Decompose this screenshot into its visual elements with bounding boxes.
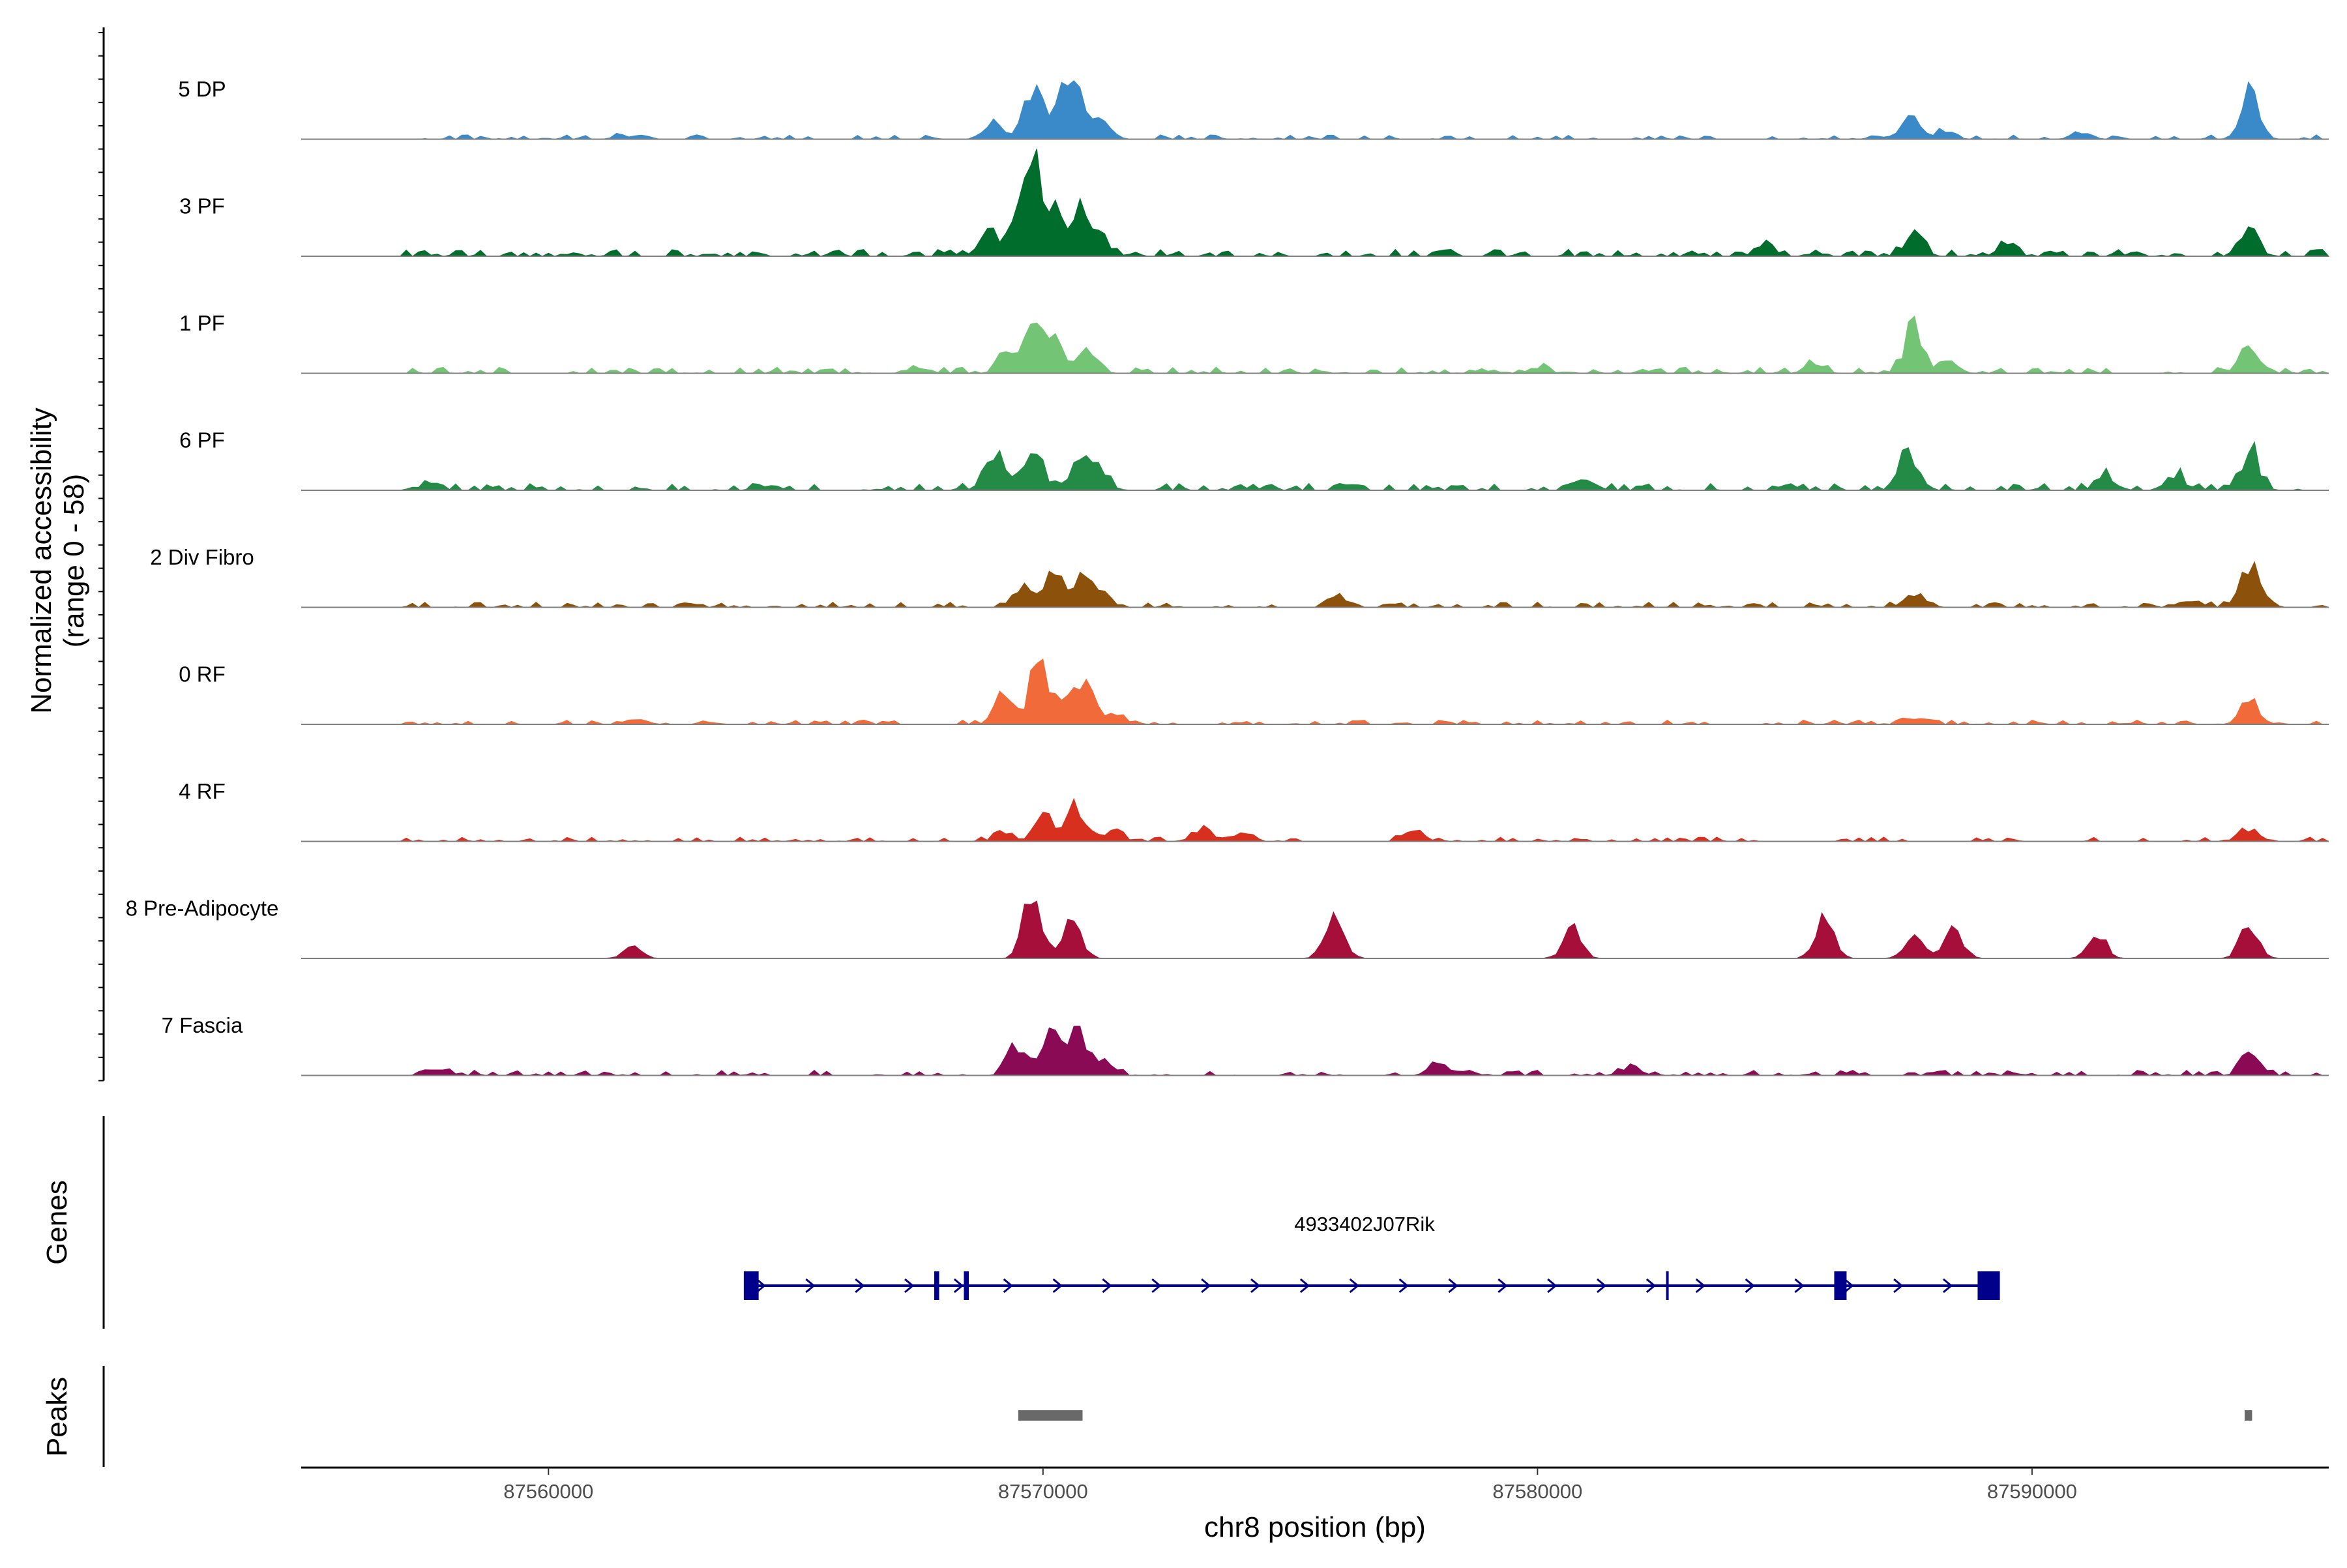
track-label: 2 Div Fibro — [150, 545, 254, 569]
track-label: 3 PF — [179, 194, 225, 218]
x-tick-label: 87590000 — [1987, 1480, 2077, 1503]
gene-name-label: 4933402J07Rik — [1294, 1213, 1435, 1235]
peak-region — [2245, 1410, 2252, 1421]
strand-arrow — [1547, 1278, 1557, 1294]
y-axis-title: Normalized accessibility — [25, 407, 57, 713]
x-axis: 87560000 87570000 87580000 87590000 — [301, 1466, 2329, 1503]
coverage-tracks: 5 DP 3 PF 1 PF 6 PF 2 Div Fibro 0 RF 4 RF 8 Pre… — [98, 27, 2330, 1082]
strand-arrow — [1745, 1278, 1755, 1294]
y-axis-range-label: (range 0 - 58) — [58, 474, 90, 648]
strand-arrow — [756, 1278, 766, 1294]
strand-arrow — [904, 1278, 915, 1294]
strand-arrow — [1695, 1278, 1706, 1294]
track-4-rf: 4 RF — [179, 779, 2329, 842]
track-8-pre-adipocyte: 8 Pre-Adipocyte — [126, 896, 2329, 959]
strand-arrow — [1448, 1278, 1458, 1294]
track-label: 5 DP — [178, 77, 226, 101]
strand-arrow — [1349, 1278, 1360, 1294]
strand-arrow — [1942, 1278, 1953, 1294]
track-label: 1 PF — [179, 311, 225, 335]
strand-arrow — [953, 1278, 964, 1294]
strand-arrow — [1003, 1278, 1014, 1294]
track-7-fascia: 7 Fascia — [162, 1013, 2329, 1076]
gene-exon — [1666, 1271, 1669, 1300]
x-tick-label: 87570000 — [998, 1480, 1088, 1503]
strand-arrow — [1052, 1278, 1063, 1294]
track-label: 0 RF — [179, 662, 226, 687]
genes-track-label: Genes — [41, 1180, 73, 1265]
gene-exon — [934, 1271, 939, 1300]
gene-exon — [1834, 1271, 1847, 1300]
x-tick-label: 87580000 — [1492, 1480, 1582, 1503]
gene-exon — [964, 1271, 969, 1300]
x-axis-title: chr8 position (bp) — [1204, 1511, 1426, 1543]
strand-arrow — [1299, 1278, 1310, 1294]
strand-arrow — [1250, 1278, 1261, 1294]
track-1-pf: 1 PF — [179, 311, 2329, 374]
strand-arrow — [805, 1278, 816, 1294]
peaks-track — [102, 1366, 2252, 1467]
peaks-track-label: Peaks — [41, 1377, 73, 1457]
strand-arrow — [1844, 1278, 1854, 1294]
strand-arrow — [1596, 1278, 1607, 1294]
genes-track — [102, 1116, 2000, 1329]
track-label: 8 Pre-Adipocyte — [126, 896, 279, 921]
track-5-dp: 5 DP — [178, 77, 2329, 140]
gene-exon — [743, 1271, 759, 1300]
track-3-pf: 3 PF — [179, 148, 2330, 257]
x-tick-label: 87560000 — [503, 1480, 593, 1503]
strand-arrow — [1893, 1278, 1904, 1294]
track-label: 6 PF — [179, 428, 225, 452]
peak-region — [1018, 1410, 1083, 1421]
strand-arrow — [1794, 1278, 1805, 1294]
track-0-rf: 0 RF — [179, 658, 2329, 725]
strand-arrow — [1201, 1278, 1211, 1294]
track-6-pf: 6 PF — [179, 428, 2329, 491]
strand-arrow — [1151, 1278, 1162, 1294]
track-label: 4 RF — [179, 779, 226, 803]
strand-arrow — [1102, 1278, 1112, 1294]
strand-arrow — [1398, 1278, 1409, 1294]
strand-arrow — [855, 1278, 865, 1294]
strand-arrow — [1498, 1278, 1508, 1294]
track-label: 7 Fascia — [162, 1013, 243, 1037]
track-2-div-fibro: 2 Div Fibro — [150, 545, 2329, 608]
coverage-area — [301, 148, 2330, 257]
strand-arrow — [1646, 1278, 1657, 1294]
gene-exon — [1977, 1271, 2000, 1300]
